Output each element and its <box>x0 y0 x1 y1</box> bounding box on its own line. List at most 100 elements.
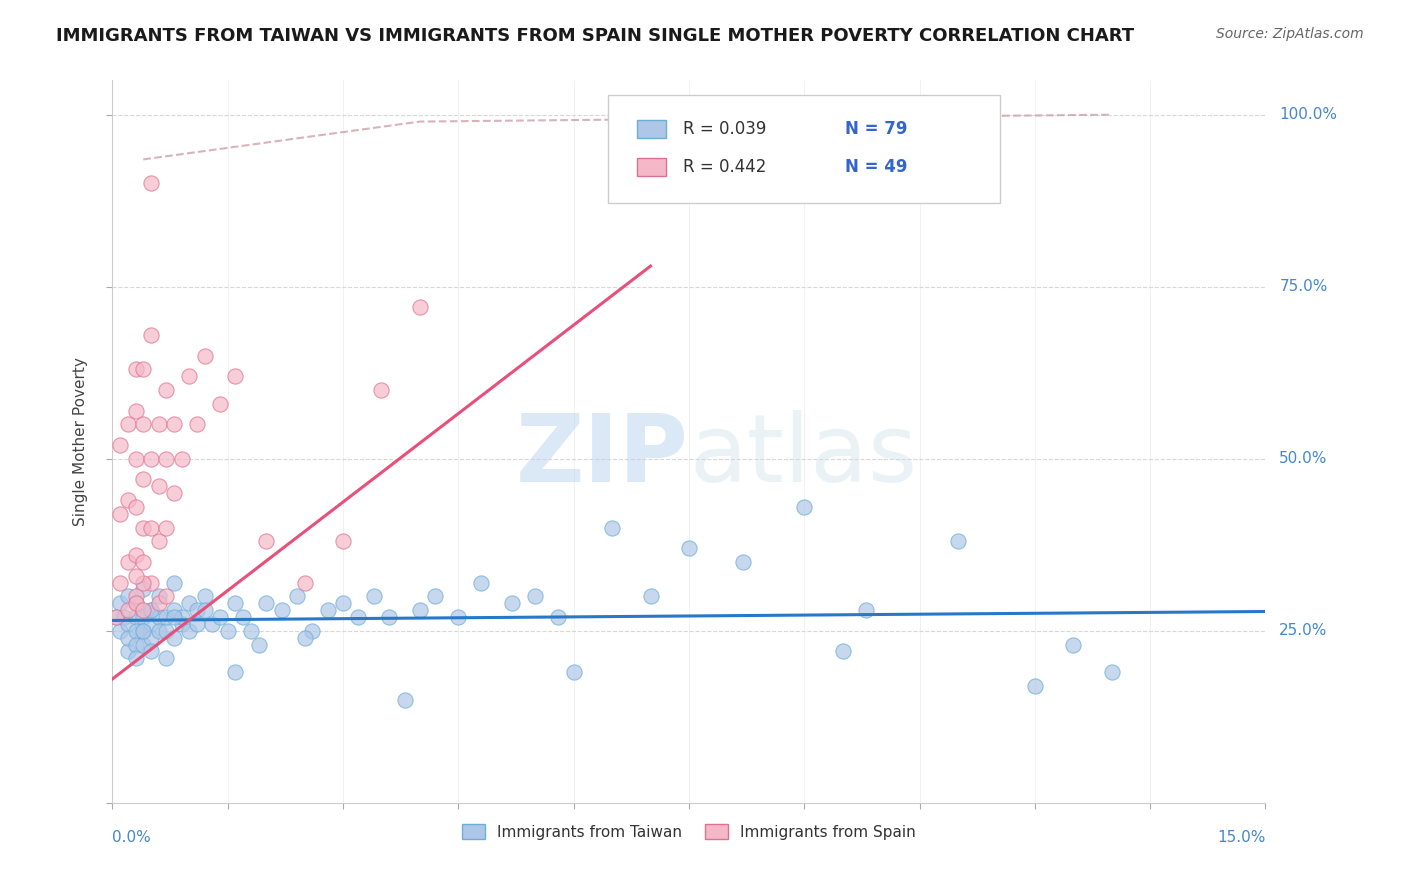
Point <box>155 590 177 604</box>
Point <box>409 301 432 315</box>
Point <box>124 500 146 514</box>
Text: R = 0.039: R = 0.039 <box>683 120 766 138</box>
Point <box>155 610 177 624</box>
Point <box>132 472 155 486</box>
Point <box>155 383 177 397</box>
Point <box>148 417 170 432</box>
Point <box>163 631 186 645</box>
Legend: Immigrants from Taiwan, Immigrants from Spain: Immigrants from Taiwan, Immigrants from … <box>456 818 922 846</box>
Point <box>524 590 547 604</box>
Point <box>155 451 177 466</box>
Text: R = 0.442: R = 0.442 <box>683 158 766 176</box>
Point <box>363 590 385 604</box>
Point <box>108 438 131 452</box>
Point <box>409 603 432 617</box>
Point <box>139 631 162 645</box>
Point <box>186 616 208 631</box>
Point <box>163 575 186 590</box>
Point <box>201 616 224 631</box>
Point <box>186 417 208 432</box>
Point <box>163 610 186 624</box>
Point <box>132 610 155 624</box>
Point <box>139 575 162 590</box>
Point <box>179 369 201 384</box>
Point <box>148 610 170 624</box>
Point <box>124 596 146 610</box>
Point <box>124 548 146 562</box>
Point <box>139 644 162 658</box>
Point <box>148 590 170 604</box>
Y-axis label: Single Mother Poverty: Single Mother Poverty <box>73 357 89 526</box>
Point <box>163 603 186 617</box>
Text: N = 49: N = 49 <box>845 158 907 176</box>
Point <box>170 451 193 466</box>
Point <box>194 590 217 604</box>
Point <box>1062 638 1084 652</box>
Point <box>132 555 155 569</box>
FancyBboxPatch shape <box>609 95 1000 203</box>
Point <box>124 451 146 466</box>
Text: Source: ZipAtlas.com: Source: ZipAtlas.com <box>1216 27 1364 41</box>
Point <box>132 638 155 652</box>
Point <box>132 520 155 534</box>
Point <box>108 596 131 610</box>
Point <box>186 603 208 617</box>
Point <box>139 603 162 617</box>
Point <box>108 507 131 521</box>
Point <box>217 624 239 638</box>
Point <box>117 590 139 604</box>
Text: 0.0%: 0.0% <box>112 830 152 845</box>
Point <box>163 486 186 500</box>
Point <box>117 631 139 645</box>
Point <box>148 479 170 493</box>
Point <box>793 500 815 514</box>
Point <box>117 417 139 432</box>
Point <box>209 397 232 411</box>
Point <box>332 534 354 549</box>
Point <box>247 638 270 652</box>
Point <box>170 610 193 624</box>
Point <box>148 596 170 610</box>
Point <box>132 362 155 376</box>
Point <box>447 610 470 624</box>
Point <box>124 403 146 417</box>
Point <box>855 603 877 617</box>
Point <box>155 651 177 665</box>
Point <box>194 349 217 363</box>
Point <box>132 624 155 638</box>
Point <box>301 624 323 638</box>
Point <box>132 417 155 432</box>
Point <box>378 610 401 624</box>
Point <box>148 534 170 549</box>
Point <box>155 624 177 638</box>
Text: N = 79: N = 79 <box>845 120 907 138</box>
Point <box>224 369 246 384</box>
Point <box>294 631 316 645</box>
Point <box>132 624 155 638</box>
Point <box>285 590 308 604</box>
Point <box>155 520 177 534</box>
Point <box>640 590 662 604</box>
Point <box>831 644 853 658</box>
Point <box>139 603 162 617</box>
Point <box>117 603 139 617</box>
Point <box>946 534 969 549</box>
Point <box>117 644 139 658</box>
Point <box>239 624 262 638</box>
Point <box>370 383 392 397</box>
Point <box>124 624 146 638</box>
Point <box>294 575 316 590</box>
Point <box>254 596 277 610</box>
Point <box>112 610 135 624</box>
FancyBboxPatch shape <box>637 158 666 176</box>
Point <box>124 638 146 652</box>
Point <box>600 520 623 534</box>
Point <box>132 603 155 617</box>
Point <box>232 610 254 624</box>
Point <box>124 362 146 376</box>
Point <box>105 610 128 624</box>
Point <box>117 616 139 631</box>
Text: atlas: atlas <box>689 410 917 502</box>
FancyBboxPatch shape <box>637 120 666 138</box>
Point <box>132 575 155 590</box>
